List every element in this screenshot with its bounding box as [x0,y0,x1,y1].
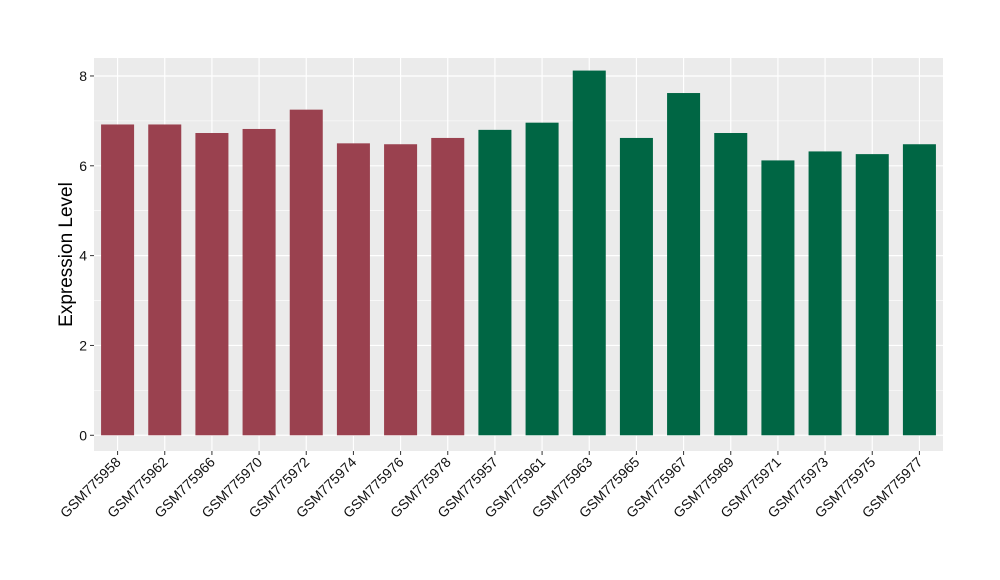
bar [289,109,323,436]
bar [808,151,842,436]
bar [101,124,135,436]
bar [714,133,748,436]
bar [572,70,606,436]
bar [667,93,701,436]
minor-gridlines [94,120,943,391]
y-axis-title: Expression Level [56,182,77,327]
y-tick-label: 8 [79,68,87,84]
plot-panel [94,58,943,451]
bar [242,128,276,436]
bar [195,133,229,436]
bars [101,70,936,436]
y-tick-label: 6 [79,158,87,174]
bar [902,144,936,436]
bar [384,144,418,436]
bar [525,122,559,436]
y-axis: 0 2 4 6 8 [79,68,94,443]
bar [619,137,653,436]
x-axis: GSM775958GSM775962GSM775966GSM775970GSM7… [57,451,926,521]
bar [148,124,182,436]
y-tick-label: 0 [79,427,87,443]
bar [431,137,465,436]
bar [336,143,370,436]
bar [478,129,512,436]
bar [761,160,795,436]
y-tick-label: 2 [79,337,87,353]
y-tick-label: 4 [79,248,87,264]
bar [855,154,889,436]
